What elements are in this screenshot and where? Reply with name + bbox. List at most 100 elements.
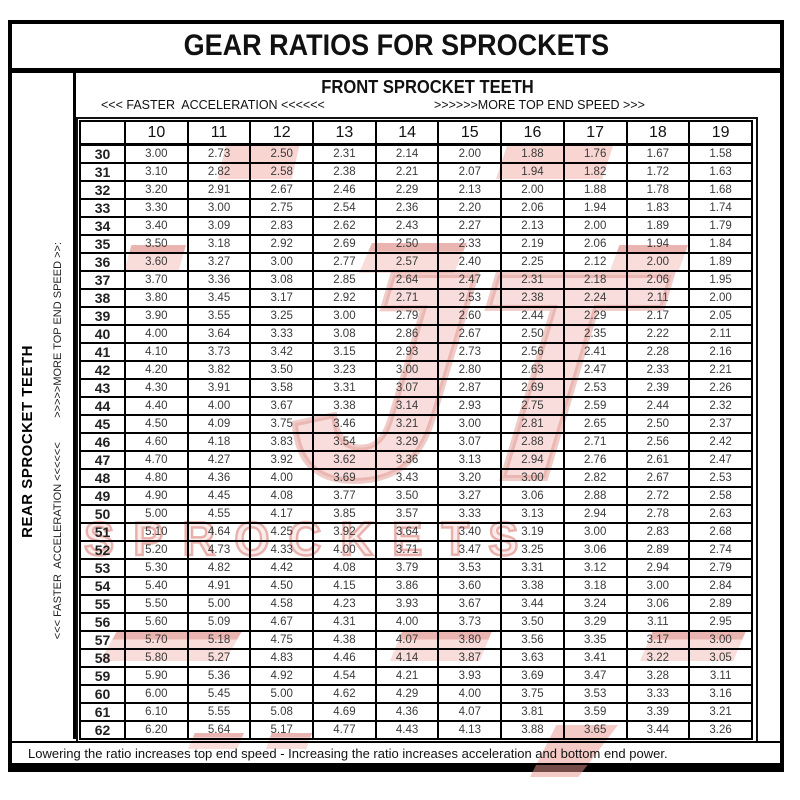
- chart-content: REAR SPROCKET TEETH <<< FASTER ACCELERAT…: [12, 73, 780, 777]
- ratio-cell: 2.20: [437, 198, 503, 218]
- rear-teeth-cell: 46: [79, 432, 126, 452]
- ratio-cell: 4.33: [249, 540, 315, 560]
- ratio-cell: 3.18: [562, 576, 628, 596]
- rear-teeth-cell: 40: [79, 324, 126, 344]
- front-teeth-header-cell: 13: [312, 120, 377, 146]
- ratio-cell: 2.50: [374, 234, 440, 254]
- ratio-cell: 5.64: [186, 720, 252, 740]
- ratio-cell: 2.56: [625, 432, 691, 452]
- ratio-cell: 3.00: [688, 630, 753, 650]
- ratio-cell: 3.00: [374, 360, 440, 380]
- ratio-cell: 2.50: [625, 414, 691, 434]
- ratio-cell: 3.81: [500, 702, 565, 722]
- ratio-cell: 6.10: [124, 702, 189, 722]
- ratio-cell: 2.44: [500, 306, 565, 326]
- ratio-cell: 2.60: [437, 306, 503, 326]
- ratio-cell: 4.14: [374, 648, 440, 668]
- ratio-cell: 3.80: [124, 288, 189, 308]
- ratio-cell: 3.46: [312, 414, 377, 434]
- ratio-cell: 2.47: [437, 270, 503, 290]
- ratio-cell: 3.75: [500, 684, 565, 704]
- ratio-cell: 3.65: [562, 720, 628, 740]
- page-title: GEAR RATIOS FOR SPROCKETS: [183, 29, 609, 62]
- ratio-cell: 2.39: [625, 378, 691, 398]
- ratio-cell: 2.32: [688, 396, 753, 416]
- ratio-cell: 3.24: [562, 594, 628, 614]
- table-row: 37 3.70 3.36 3.08 2.85 2.64 2.47 2.31 2.18 2.06 1.…: [79, 270, 753, 290]
- ratio-cell: 3.38: [312, 396, 377, 416]
- rear-teeth-cell: 33: [79, 198, 126, 218]
- table-row: 53 5.30 4.82 4.42 4.08 3.79 3.53 3.31 3.12 2.94 2.…: [79, 558, 753, 578]
- ratio-cell: 2.79: [688, 558, 753, 578]
- table-row: 30 3.00 2.73 2.50 2.31 2.14 2.00 1.88 1.76 1.67 1.…: [79, 143, 753, 164]
- table-row: 31 3.10 2.82 2.58 2.38 2.21 2.07 1.94 1.82 1.72 1.…: [79, 162, 753, 182]
- rear-teeth-cell: 41: [79, 342, 126, 362]
- ratio-cell: 2.53: [562, 378, 628, 398]
- ratio-cell: 5.00: [186, 594, 252, 614]
- front-teeth-header-cell: 19: [688, 120, 753, 146]
- ratio-cell: 4.43: [374, 720, 440, 740]
- ratio-cell: 3.50: [124, 234, 189, 254]
- ratio-cell: 2.75: [500, 396, 565, 416]
- ratio-cell: 4.20: [124, 360, 189, 380]
- ratio-cell: 3.43: [374, 468, 440, 488]
- ratio-cell: 3.69: [312, 468, 377, 488]
- ratio-cell: 4.75: [249, 630, 315, 650]
- ratio-cell: 3.62: [312, 450, 377, 470]
- ratio-cell: 3.18: [186, 234, 252, 254]
- ratio-cell: 4.36: [186, 468, 252, 488]
- ratio-cell: 3.25: [500, 540, 565, 560]
- ratio-cell: 5.08: [249, 702, 315, 722]
- ratio-cell: 2.93: [437, 396, 503, 416]
- ratio-cell: 4.92: [249, 666, 315, 686]
- ratio-cell: 4.77: [312, 720, 377, 740]
- ratio-cell: 2.76: [562, 450, 628, 470]
- ratio-cell: 2.47: [688, 450, 753, 470]
- ratio-cell: 2.67: [437, 324, 503, 344]
- rear-teeth-cell: 56: [79, 612, 126, 632]
- rear-teeth-cell: 47: [79, 450, 126, 470]
- ratio-cell: 3.20: [437, 468, 503, 488]
- ratio-cell: 3.80: [437, 630, 503, 650]
- ratio-cell: 2.38: [312, 162, 377, 182]
- ratio-cell: 1.79: [688, 216, 753, 236]
- table-row: 55 5.50 5.00 4.58 4.23 3.93 3.67 3.44 3.24 3.06 2.…: [79, 594, 753, 614]
- ratio-cell: 2.67: [249, 180, 315, 200]
- ratio-cell: 3.00: [312, 306, 377, 326]
- ratio-cell: 2.11: [625, 288, 691, 308]
- gear-ratio-chart-frame: GEAR RATIOS FOR SPROCKETS REAR SPROCKET …: [8, 20, 784, 777]
- ratio-cell: 3.26: [688, 720, 753, 740]
- ratio-cell: 3.44: [625, 720, 691, 740]
- ratio-cell: 3.06: [562, 540, 628, 560]
- ratio-cell: 3.06: [625, 594, 691, 614]
- rear-sprocket-label-column: REAR SPROCKET TEETH: [12, 73, 43, 739]
- ratio-cell: 2.87: [437, 378, 503, 398]
- ratio-cell: 2.29: [374, 180, 440, 200]
- ratio-cell: 2.57: [374, 252, 440, 272]
- ratio-cell: 4.69: [312, 702, 377, 722]
- ratio-cell: 3.71: [374, 540, 440, 560]
- ratio-cell: 3.35: [562, 630, 628, 650]
- rear-teeth-cell: 49: [79, 486, 126, 506]
- front-teeth-header-cell: 12: [249, 120, 315, 146]
- table-row: 54 5.40 4.91 4.50 4.15 3.86 3.60 3.38 3.18 3.00 2.…: [79, 576, 753, 596]
- ratio-cell: 2.85: [312, 270, 377, 290]
- rear-teeth-cell: 34: [79, 216, 126, 236]
- ratio-cell: 1.74: [688, 198, 753, 218]
- front-teeth-header-cell: 16: [500, 120, 565, 146]
- ratio-cell: 3.93: [374, 594, 440, 614]
- ratio-cell: 3.73: [186, 342, 252, 362]
- ratio-cell: 3.56: [500, 630, 565, 650]
- ratio-table-body: 30 3.00 2.73 2.50 2.31 2.14 2.00 1.88 1.76 1.67 1.…: [79, 143, 753, 740]
- ratio-cell: 1.82: [562, 162, 628, 182]
- ratio-cell: 1.89: [625, 216, 691, 236]
- gear-ratio-table: 10 11 12 13 14 15 16 17 18 19 30 3.00 2.73 2.50 2.31 2…: [79, 120, 753, 740]
- ratio-cell: 3.50: [374, 486, 440, 506]
- ratio-cell: 5.60: [124, 612, 189, 632]
- ratio-cell: 2.88: [562, 486, 628, 506]
- ratio-cell: 2.06: [500, 198, 565, 218]
- ratio-cell: 3.11: [625, 612, 691, 632]
- ratio-cell: 1.63: [688, 162, 753, 182]
- ratio-cell: 2.73: [186, 143, 252, 164]
- ratio-cell: 5.80: [124, 648, 189, 668]
